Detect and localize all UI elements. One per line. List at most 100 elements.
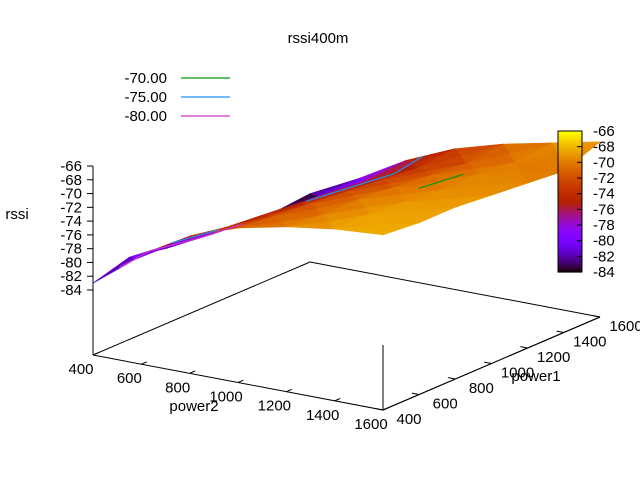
colorbar-band bbox=[558, 139, 582, 142]
colorbar-band bbox=[558, 231, 582, 235]
surface-facet bbox=[406, 189, 450, 202]
colorbar-band bbox=[558, 223, 582, 227]
surface-facet bbox=[225, 214, 269, 228]
x-axis-label: power2 bbox=[169, 398, 218, 415]
surface-facet bbox=[92, 256, 136, 284]
colorbar-band bbox=[558, 263, 582, 267]
colorbar-band bbox=[558, 241, 582, 245]
legend-label: -80.00 bbox=[124, 108, 167, 125]
surface-facet bbox=[382, 167, 426, 180]
y-tick-mark bbox=[447, 377, 456, 380]
contour-segment bbox=[171, 228, 220, 244]
colorbar-band bbox=[558, 145, 582, 148]
colorbar-band bbox=[558, 133, 582, 136]
colorbar-band bbox=[558, 171, 582, 174]
y-tick-label: 600 bbox=[433, 396, 458, 413]
colorbar-tick-label: -72 bbox=[593, 170, 615, 187]
surface-facet bbox=[418, 148, 462, 168]
colorbar-band bbox=[558, 219, 582, 223]
contour-segment bbox=[149, 237, 201, 252]
surface-facet bbox=[274, 203, 318, 217]
surface-facet bbox=[322, 198, 366, 215]
colorbar-band bbox=[558, 157, 582, 160]
surface-facet bbox=[237, 215, 281, 229]
colorbar-band bbox=[558, 229, 582, 233]
x-tick-label: 1000 bbox=[209, 389, 242, 406]
colorbar-band bbox=[558, 251, 582, 255]
colorbar-band bbox=[558, 177, 582, 180]
surface-facet bbox=[310, 191, 354, 205]
colorbar-band bbox=[558, 185, 582, 188]
x-tick-label: 400 bbox=[68, 361, 93, 378]
surface-facet bbox=[443, 173, 486, 190]
y-tick-mark bbox=[484, 361, 492, 364]
colorbar-band bbox=[558, 169, 582, 172]
colorbar: -66-68-70-72-74-76-78-80-82-84 bbox=[557, 123, 615, 281]
colorbar-band bbox=[558, 269, 582, 273]
surface-facet bbox=[370, 201, 414, 214]
y-tick-label: 400 bbox=[396, 411, 421, 428]
colorbar-band bbox=[558, 153, 582, 156]
colorbar-tick-label: -76 bbox=[593, 201, 615, 218]
colorbar-band bbox=[558, 201, 582, 205]
z-tick-label: -78 bbox=[60, 241, 82, 258]
y-tick-mark bbox=[411, 392, 420, 395]
surface-facet bbox=[430, 162, 474, 176]
colorbar-band bbox=[558, 155, 582, 158]
z-tick-label: -76 bbox=[60, 227, 82, 244]
y-tick-mark bbox=[556, 330, 564, 333]
colorbar-band bbox=[558, 175, 582, 178]
z-tick-label: -74 bbox=[60, 213, 82, 230]
colorbar-band bbox=[558, 243, 582, 247]
colorbar-band bbox=[558, 203, 582, 207]
colorbar-band bbox=[558, 189, 582, 193]
colorbar-band bbox=[558, 253, 582, 257]
x-tick-labels: 400 600 800 1000 1200 1400 1600 bbox=[68, 352, 389, 433]
y-tick-label: 1600 bbox=[609, 318, 640, 335]
legend-label: -75.00 bbox=[124, 89, 167, 106]
legend-label: -70.00 bbox=[124, 70, 167, 87]
colorbar-band bbox=[558, 267, 582, 271]
surface-facet bbox=[394, 174, 438, 188]
colorbar-band bbox=[558, 181, 582, 184]
contour-segment bbox=[418, 173, 464, 189]
x-tick-mark bbox=[382, 407, 389, 411]
surface-facet bbox=[286, 214, 330, 228]
colorbar-band bbox=[558, 255, 582, 259]
colorbar-band bbox=[558, 197, 582, 201]
colorbar-tick-label: -84 bbox=[593, 264, 615, 281]
y-tick-label: 1200 bbox=[537, 349, 570, 366]
colorbar-band bbox=[558, 195, 582, 199]
z-tick-label: -72 bbox=[60, 199, 82, 216]
contour-lines bbox=[119, 155, 464, 268]
colorbar-tick-label: -78 bbox=[593, 217, 615, 234]
surface-facet bbox=[346, 179, 390, 193]
contour-segment bbox=[394, 155, 424, 174]
colorbar-band bbox=[558, 141, 582, 144]
colorbar-band bbox=[558, 207, 582, 211]
colorbar-band bbox=[558, 205, 582, 209]
colorbar-tick-label: -82 bbox=[593, 248, 615, 265]
colorbar-tick-label: -66 bbox=[593, 123, 615, 140]
z-tick-labels: -66-68-70-72-74-76-78-80-82-84 bbox=[60, 158, 93, 299]
surface-facet bbox=[467, 143, 510, 164]
colorbar-band bbox=[558, 265, 582, 269]
colorbar-band bbox=[558, 245, 582, 249]
colorbar-band bbox=[558, 247, 582, 251]
z-tick-label: -82 bbox=[60, 268, 82, 285]
colorbar-border bbox=[557, 130, 583, 273]
y-tick-label: 1000 bbox=[501, 365, 534, 382]
surface-facet bbox=[261, 202, 305, 216]
colorbar-tick-label: -70 bbox=[593, 154, 615, 171]
x-tick-mark bbox=[92, 352, 99, 356]
colorbar-band bbox=[558, 167, 582, 170]
colorbar-band bbox=[558, 239, 582, 243]
colorbar-band bbox=[558, 135, 582, 138]
colorbar-band bbox=[558, 261, 582, 265]
x-tick-label: 1200 bbox=[258, 398, 291, 415]
x-tick-label: 600 bbox=[117, 370, 142, 387]
colorbar-band bbox=[558, 173, 582, 176]
colorbar-band bbox=[558, 211, 582, 215]
contour-segment bbox=[119, 250, 151, 268]
